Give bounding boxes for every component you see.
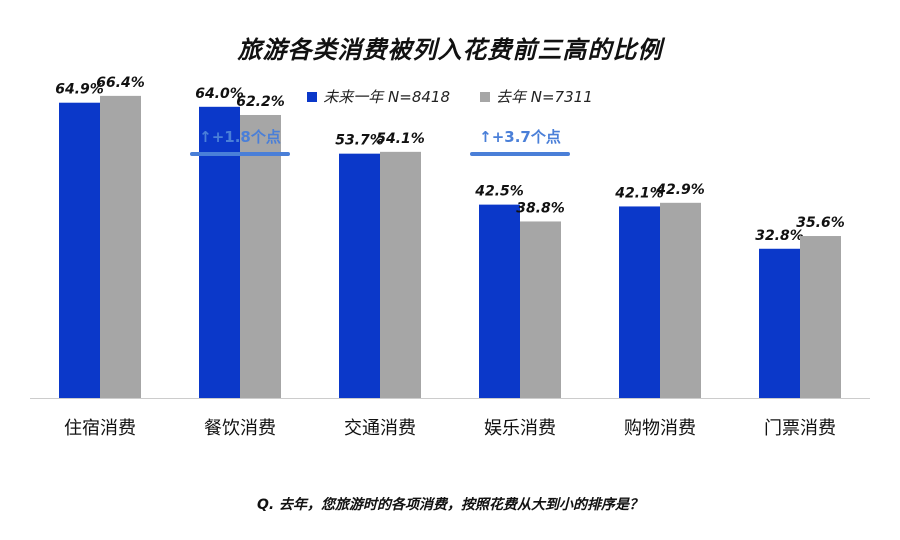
category-label: 购物消费 [624,418,696,439]
data-label: 64.9% [55,82,104,98]
bar-future-year [619,206,660,398]
bar-last-year [800,236,841,398]
data-label: 35.6% [796,215,845,231]
change-annotation: ↑+1.8个点 [199,128,281,146]
bar-future-year [479,204,520,398]
chart-legend: 未来一年 N=8418 去年 N=7311 [0,86,900,107]
legend-item-last-year: 去年 N=7311 [480,86,593,107]
data-label: 54.1% [376,131,425,147]
category-label: 娱乐消费 [484,418,556,439]
legend-label-last-year: 去年 N=7311 [496,88,593,106]
bar-last-year [380,151,421,398]
data-label: 38.8% [516,200,565,216]
data-label: 62.2% [236,94,285,110]
category-label: 门票消费 [764,418,836,439]
legend-item-future-year: 未来一年 N=8418 [307,86,450,107]
data-label: 42.5% [474,184,524,200]
bar-future-year [199,106,240,399]
bar-last-year [520,221,561,398]
bar-last-year [660,202,701,398]
chart-title: 旅游各类消费被列入花费前三高的比例 [237,36,663,64]
category-label: 住宿消费 [64,418,136,439]
data-label: 53.7% [335,133,384,149]
data-label: 32.8% [755,228,804,244]
bar-future-year [759,248,800,398]
legend-label-future-year: 未来一年 N=8418 [323,88,450,106]
data-label: 64.0% [195,86,244,102]
legend-swatch-last-year [480,91,490,102]
bar-last-year [240,114,281,399]
change-annotation: ↑+3.7个点 [479,128,561,146]
category-label: 交通消费 [344,418,416,439]
legend-swatch-future-year [307,91,318,102]
bar-future-year [339,153,380,398]
survey-question-note: Q. 去年，您旅游时的各项消费，按照花费从大到小的排序是？ [256,497,644,513]
data-label: 42.1% [614,185,664,201]
bar-future-year [59,102,100,398]
data-label: 66.4% [96,75,145,91]
bar-last-year [100,95,141,398]
data-label: 42.9% [655,182,705,198]
category-label: 餐饮消费 [204,418,276,439]
